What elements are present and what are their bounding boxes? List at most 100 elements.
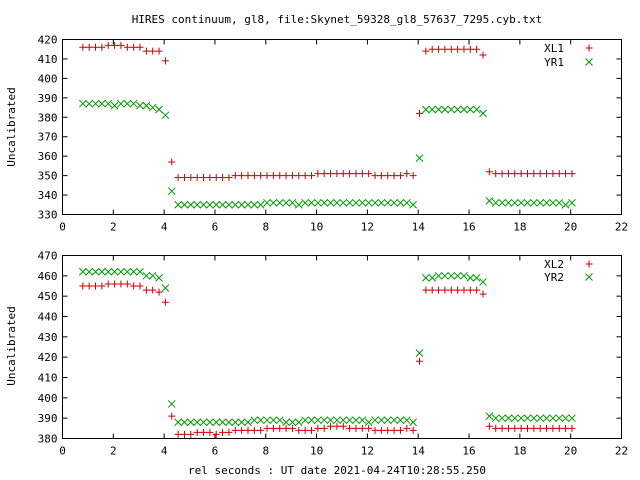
data-point — [555, 414, 564, 423]
data-point — [479, 290, 487, 298]
data-point — [161, 284, 170, 292]
data-point — [85, 99, 94, 108]
data-point — [517, 170, 525, 178]
data-point — [549, 198, 557, 207]
data-point — [529, 198, 538, 207]
data-point — [377, 172, 385, 180]
data-point — [454, 286, 462, 294]
data-point — [561, 200, 570, 209]
data-point — [555, 424, 563, 432]
data-point — [294, 418, 303, 427]
x-tick-label: 14 — [412, 221, 426, 234]
data-point — [517, 414, 525, 423]
data-point — [377, 198, 386, 207]
x-tick-label: 8 — [262, 221, 269, 234]
data-point — [377, 426, 385, 434]
data-point — [98, 43, 106, 51]
data-point — [104, 99, 113, 108]
data-point — [98, 282, 106, 290]
top-panel-frame — [62, 39, 622, 215]
data-point — [142, 47, 150, 55]
data-point — [561, 414, 570, 423]
bottom-panel-marks — [78, 267, 576, 438]
data-point — [92, 43, 100, 51]
data-point — [403, 170, 411, 178]
data-point — [396, 426, 404, 434]
data-point — [231, 200, 240, 209]
data-point — [562, 424, 570, 432]
data-point — [473, 45, 481, 53]
data-point — [244, 418, 252, 427]
data-point — [282, 172, 290, 180]
data-point — [447, 45, 455, 53]
data-point — [371, 426, 379, 434]
data-point — [568, 170, 576, 178]
data-point — [199, 200, 208, 209]
data-point — [219, 428, 227, 436]
y-tick-label: 450 — [38, 290, 58, 303]
data-point — [167, 400, 176, 408]
data-point — [161, 57, 169, 65]
data-point — [320, 424, 328, 432]
data-point — [79, 282, 87, 290]
data-point — [428, 45, 436, 53]
data-point — [155, 288, 163, 296]
data-point — [129, 267, 138, 276]
x-tick-label: 22 — [615, 445, 628, 458]
data-point — [415, 154, 424, 162]
legend-marker-xl2 — [585, 260, 593, 268]
data-point — [237, 418, 246, 427]
data-point — [536, 198, 545, 207]
data-point — [504, 170, 512, 178]
data-point — [453, 105, 462, 114]
bottom-panel-ylabel: Uncalibrated — [5, 306, 18, 385]
data-point — [250, 416, 259, 425]
data-point — [479, 109, 487, 118]
data-point — [377, 416, 386, 425]
data-point — [441, 45, 449, 53]
data-point — [498, 170, 506, 178]
data-point — [536, 414, 545, 423]
data-point — [193, 428, 201, 436]
data-point — [543, 424, 551, 432]
data-point — [352, 424, 360, 432]
y-tick-label: 390 — [38, 92, 58, 105]
data-point — [219, 174, 227, 182]
data-point — [504, 198, 513, 207]
data-point — [390, 172, 398, 180]
data-point — [263, 172, 271, 180]
data-point — [187, 174, 195, 182]
y-tick-label: 370 — [38, 131, 58, 144]
data-point — [250, 200, 259, 209]
data-point — [256, 200, 265, 209]
data-point — [409, 426, 417, 434]
data-point — [422, 286, 430, 294]
data-point — [308, 172, 316, 180]
data-point — [339, 416, 348, 425]
data-point — [510, 198, 519, 207]
data-point — [148, 271, 157, 280]
data-point — [282, 418, 290, 427]
data-point — [85, 43, 93, 51]
x-tick-label: 0 — [59, 445, 66, 458]
data-point — [155, 47, 163, 55]
data-point — [371, 198, 379, 207]
data-point — [504, 414, 513, 423]
data-point — [92, 282, 100, 290]
data-point — [199, 418, 208, 427]
series-xl2 — [79, 280, 576, 438]
data-point — [384, 426, 392, 434]
data-point — [79, 43, 87, 51]
data-point — [517, 424, 525, 432]
data-point — [295, 172, 303, 180]
data-point — [352, 416, 360, 425]
chart-title: HIRES continuum, gl8, file:Skynet_59328_… — [132, 13, 543, 26]
y-tick-label: 420 — [38, 34, 58, 47]
data-point — [78, 267, 87, 276]
data-point — [117, 41, 125, 49]
data-point — [549, 424, 557, 432]
data-point — [231, 418, 240, 427]
data-point — [320, 416, 329, 425]
legend-label-yr2: YR2 — [544, 271, 564, 284]
bottom-panel-legend: XL2 YR2 — [544, 258, 593, 284]
